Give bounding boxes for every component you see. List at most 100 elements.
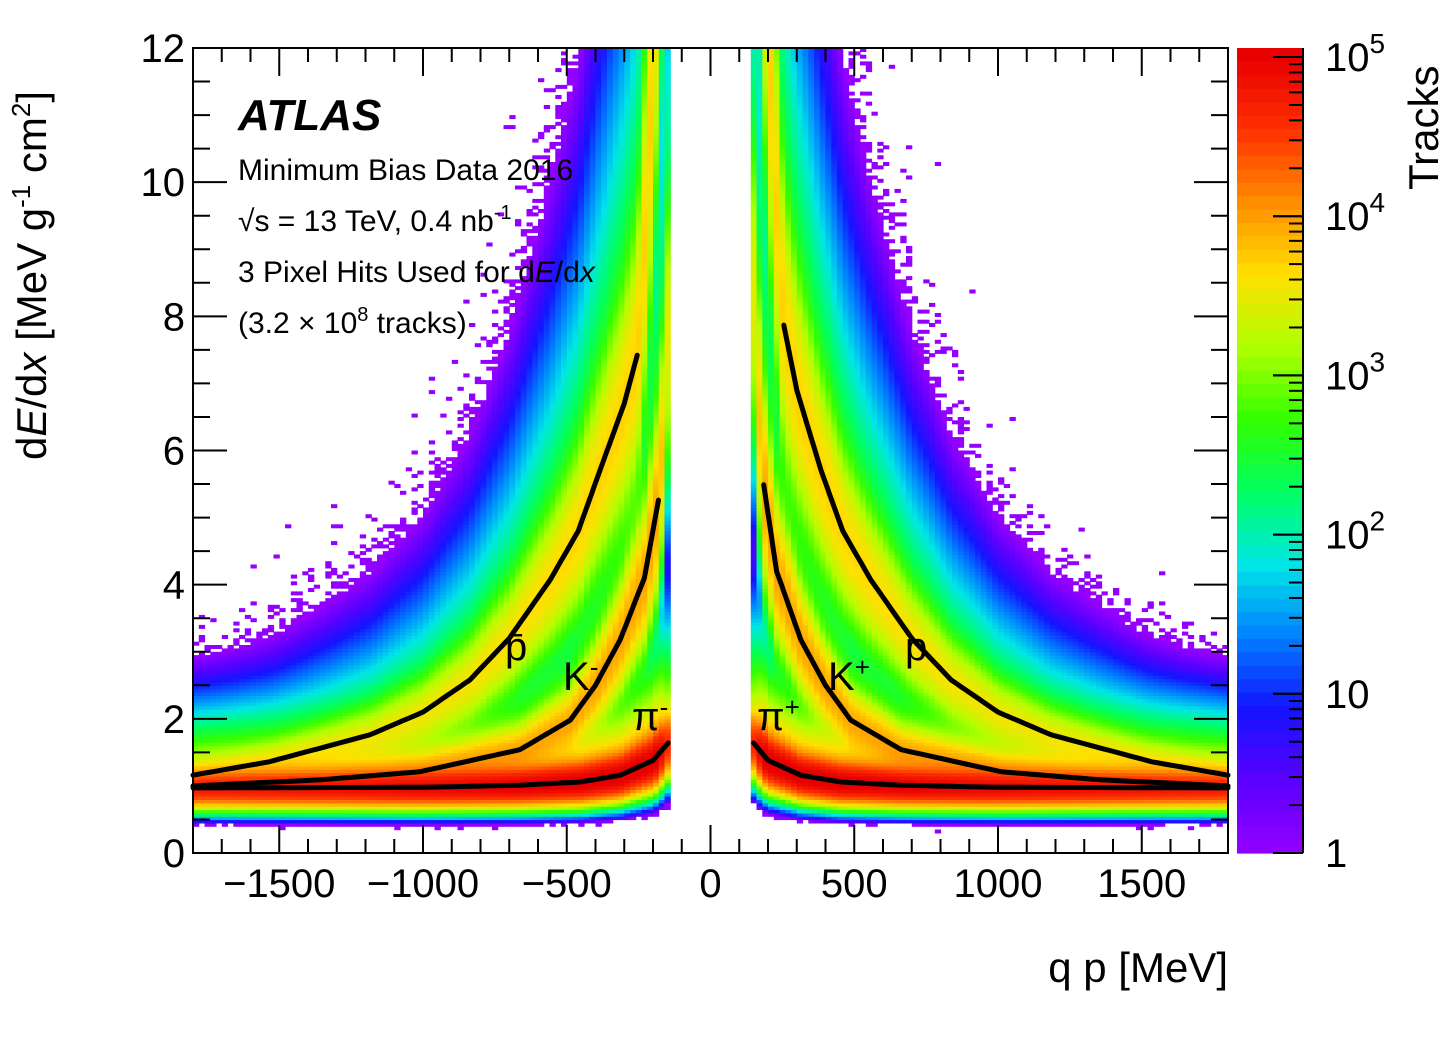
heatmap-cell [331, 675, 338, 680]
heatmap-cell [227, 742, 234, 747]
heatmap-cell [313, 765, 321, 770]
heatmap-cell [256, 769, 263, 774]
heatmap-cell [262, 745, 269, 750]
heatmap-cell [256, 796, 263, 800]
heatmap-cell [331, 732, 338, 737]
heatmap-cell [331, 715, 338, 720]
heatmap-cell [239, 759, 246, 764]
heatmap-cell [273, 789, 280, 794]
heatmap-cell [204, 812, 211, 817]
heatmap-cell [348, 598, 355, 603]
heatmap-cell [492, 423, 499, 428]
heatmap-cell [359, 812, 367, 817]
heatmap-cell [233, 752, 240, 757]
heatmap-cell [221, 822, 229, 827]
heatmap-cell [359, 631, 367, 636]
heatmap-cell [290, 708, 298, 713]
heatmap-cell [216, 816, 223, 821]
heatmap-cell [354, 635, 361, 639]
heatmap-cell [227, 789, 234, 794]
heatmap-cell [262, 678, 269, 683]
heatmap-cell [348, 628, 355, 633]
heatmap-cell [348, 816, 355, 821]
heatmap-cell [354, 651, 361, 656]
heatmap-cell [239, 796, 246, 800]
heatmap-cell [296, 618, 303, 623]
heatmap-cell [308, 611, 315, 616]
heatmap-cell [267, 765, 275, 770]
heatmap-cell [244, 806, 252, 810]
heatmap-cell [325, 806, 332, 810]
heatmap-cell [262, 685, 269, 690]
heatmap-cell [267, 718, 275, 723]
heatmap-cell [273, 742, 280, 747]
heatmap-cell [244, 655, 252, 660]
heatmap-cell [285, 645, 292, 649]
heatmap-cell [486, 480, 493, 485]
heatmap-cell [348, 822, 355, 827]
heatmap-cell [273, 796, 280, 800]
heatmap-cell [216, 779, 223, 784]
heatmap-cell [244, 651, 252, 656]
heatmap-cell [325, 749, 332, 753]
heatmap-cell [359, 648, 367, 653]
heatmap-cell [359, 678, 367, 683]
heatmap-cell [239, 648, 246, 653]
heatmap-cell [308, 661, 315, 666]
heatmap-cell [250, 638, 257, 643]
heatmap-cell [227, 779, 234, 784]
heatmap-cell [193, 775, 200, 780]
heatmap-cell [394, 534, 401, 539]
heatmap-cell [227, 762, 234, 767]
heatmap-cell [210, 698, 217, 703]
heatmap-cell [239, 806, 246, 810]
heatmap-cell [250, 695, 257, 700]
heatmap-cell [302, 675, 309, 680]
heatmap-cell [290, 631, 298, 636]
heatmap-cell [244, 809, 252, 814]
heatmap-cell [377, 541, 384, 546]
heatmap-cell [210, 765, 217, 770]
heatmap-cell [273, 739, 280, 743]
heatmap-cell [515, 249, 522, 254]
heatmap-cell [285, 789, 292, 794]
heatmap-cell [227, 688, 234, 693]
heatmap-cell [428, 390, 436, 395]
heatmap-cell [354, 688, 361, 693]
heatmap-cell [233, 641, 240, 646]
heatmap-cell [204, 658, 211, 663]
heatmap-cell [302, 702, 309, 707]
heatmap-cell [434, 463, 441, 468]
heatmap-cell [290, 809, 298, 814]
heatmap-cell [193, 812, 200, 817]
heatmap-cell [354, 678, 361, 683]
heatmap-cell [509, 400, 516, 405]
heatmap-cell [256, 681, 263, 686]
heatmap-cell [193, 819, 200, 824]
heatmap-cell [308, 799, 315, 804]
heatmap-cell [302, 645, 309, 649]
heatmap-cell [313, 799, 321, 804]
heatmap-cell [319, 608, 326, 613]
heatmap-cell [492, 336, 499, 341]
heatmap-cell [193, 678, 200, 683]
heatmap-cell [198, 809, 206, 814]
heatmap-cell [285, 638, 292, 643]
heatmap-cell [244, 712, 252, 717]
heatmap-cell [216, 671, 223, 676]
heatmap-cell [313, 661, 321, 666]
heatmap-cell [244, 665, 252, 670]
heatmap-cell [227, 819, 234, 824]
heatmap-cell [313, 705, 321, 710]
heatmap-cell [256, 688, 263, 693]
heatmap-cell [354, 648, 361, 653]
heatmap-cell [348, 782, 355, 787]
heatmap-cell [210, 759, 217, 764]
heatmap-cell [244, 745, 252, 750]
heatmap-cell [302, 641, 309, 646]
heatmap-cell [313, 685, 321, 690]
heatmap-cell [377, 554, 384, 559]
heatmap-cell [354, 618, 361, 623]
heatmap-cell [348, 728, 355, 733]
heatmap-cell [285, 725, 292, 730]
